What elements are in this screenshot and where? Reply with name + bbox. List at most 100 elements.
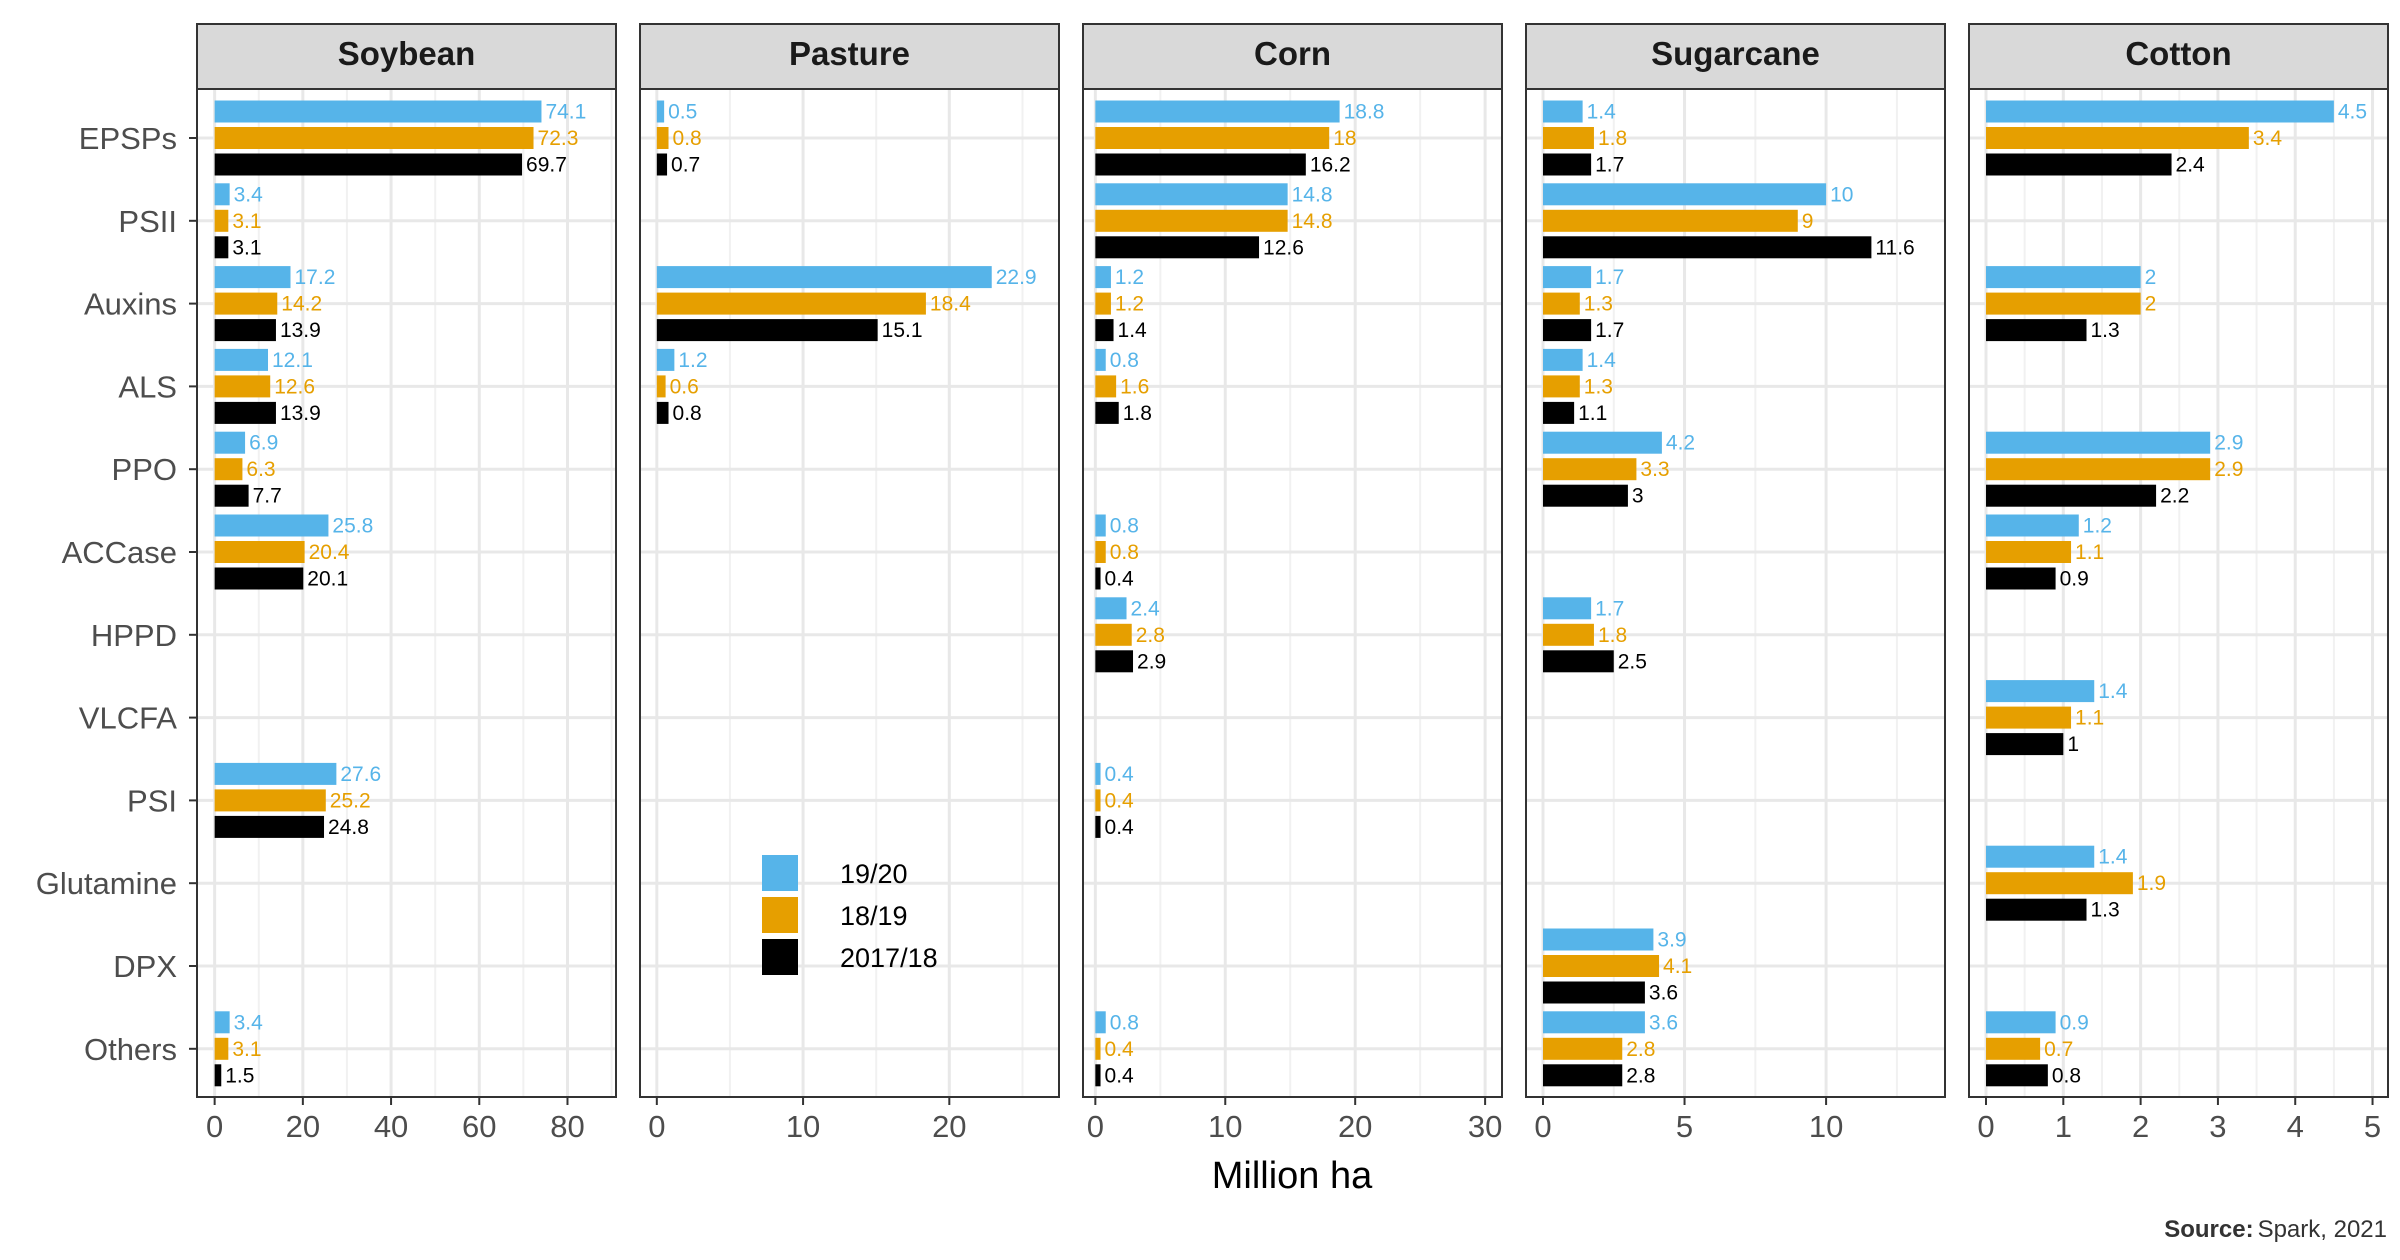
data-label: 1.8 (1598, 624, 1627, 647)
data-label: 25.8 (332, 515, 373, 538)
data-label: 3.3 (1640, 458, 1669, 481)
bar-auxins-19-20 (1542, 266, 1592, 289)
bar-ppo-18-19 (1542, 458, 1637, 481)
legend-label: 18/19 (840, 901, 908, 931)
bar-hppd-19-20 (1095, 597, 1127, 620)
data-label: 0.5 (668, 101, 697, 124)
x-axis: 0 20 40 60 80 (206, 1097, 585, 1144)
data-label: 1.5 (225, 1064, 254, 1087)
data-label: 1.3 (2091, 319, 2120, 342)
panel-title: Pasture (789, 35, 910, 72)
bar-als-2017-18 (656, 401, 669, 424)
panel-title: Soybean (338, 35, 476, 72)
data-label: 3.9 (1657, 929, 1686, 952)
bars: 0.5 22.9 1.2 0.8 18.4 0.6 0.7 15.1 0.8 (656, 100, 1037, 425)
bar-psii-18-19 (1095, 209, 1288, 232)
x-tick-label: 0 (206, 1109, 223, 1144)
data-label: 25.2 (330, 789, 371, 812)
bar-als-19-20 (656, 348, 675, 371)
category-label: PSI (127, 783, 177, 818)
bar-auxins-18-19 (214, 292, 278, 315)
data-label: 0.4 (1105, 789, 1135, 812)
data-label: 1.2 (1115, 293, 1144, 316)
data-label: 14.8 (1292, 183, 1333, 206)
bar-auxins-18-19 (1986, 292, 2141, 315)
data-label: 4.5 (2338, 101, 2367, 124)
data-label: 1.3 (1584, 293, 1613, 316)
bar-als-2017-18 (1542, 401, 1575, 424)
bar-epsps-2017-18 (656, 153, 668, 176)
x-tick-label: 40 (374, 1109, 408, 1144)
bar-psii-18-19 (1542, 209, 1798, 232)
data-label: 4.2 (1666, 432, 1695, 455)
bar-others-18-19 (214, 1037, 229, 1060)
bar-others-2017-18 (214, 1064, 222, 1087)
x-tick-label: 1 (2055, 1109, 2072, 1144)
data-label: 2.9 (2214, 458, 2243, 481)
data-label: 2.4 (2176, 154, 2206, 177)
panel-border (1968, 88, 2389, 1098)
bar-ppo-2017-18 (1986, 484, 2157, 507)
data-label: 18 (1333, 127, 1356, 150)
data-label: 10 (1830, 183, 1853, 206)
panel-strip (1968, 23, 2389, 90)
bar-vlcfa-18-19 (1986, 706, 2072, 729)
data-label: 1.3 (2091, 899, 2120, 922)
bars: 1.4 10 1.7 1.4 4.2 1.7 3.9 3.6 1.8 9 1.3 1.3 3.3 1.8 4… (1542, 100, 1915, 1087)
x-tick-label: 0 (1087, 1109, 1104, 1144)
bar-others-2017-18 (1986, 1064, 2048, 1087)
bar-accase-2017-18 (1095, 567, 1101, 590)
bar-hppd-2017-18 (1095, 650, 1134, 673)
panel-corn: Corn18.814.81.20.80.82.40.40.81814.81.21… (1082, 23, 1503, 1144)
data-label: 1.8 (1598, 127, 1627, 150)
category-label: Others (84, 1032, 177, 1067)
plot-background (640, 89, 1059, 1097)
data-label: 1.4 (1587, 349, 1617, 372)
bar-psi-19-20 (1095, 762, 1101, 785)
bar-epsps-18-19 (1542, 127, 1594, 149)
bar-epsps-19-20 (1986, 100, 2334, 123)
x-tick-label: 0 (1977, 1109, 1994, 1144)
legend: 19/20 18/19 2017/18 (762, 855, 938, 975)
bar-als-18-19 (1095, 375, 1117, 398)
data-label: 2.8 (1626, 1064, 1655, 1087)
data-label: 2.9 (2214, 432, 2243, 455)
data-label: 4.1 (1663, 955, 1692, 978)
data-label: 0.6 (670, 375, 699, 398)
data-label: 15.1 (882, 319, 923, 342)
data-label: 14.8 (1292, 210, 1333, 233)
data-label: 1.6 (1120, 375, 1149, 398)
bar-auxins-19-20 (214, 266, 291, 289)
bar-accase-18-19 (1095, 541, 1106, 563)
data-label: 3.1 (232, 210, 261, 233)
panel-title: Cotton (2125, 35, 2231, 72)
bar-accase-18-19 (1986, 541, 2072, 563)
category-label: PSII (118, 204, 177, 239)
bar-glutamine-2017-18 (1986, 898, 2087, 921)
data-label: 3.4 (234, 183, 264, 206)
bar-psii-19-20 (1095, 183, 1288, 206)
x-axis-title: Million ha (1212, 1155, 1373, 1197)
data-label: 1.7 (1595, 154, 1624, 177)
bar-psi-2017-18 (1095, 815, 1101, 838)
data-label: 0.4 (1105, 1064, 1135, 1087)
data-label: 1.9 (2137, 872, 2166, 895)
legend-key (762, 855, 798, 891)
x-tick-label: 0 (1534, 1109, 1551, 1144)
bar-others-18-19 (1986, 1037, 2041, 1060)
data-label: 72.3 (538, 127, 579, 150)
bar-dpx-18-19 (1542, 955, 1660, 977)
x-axis: 0 10 20 30 (1087, 1097, 1502, 1144)
data-label: 0.8 (2052, 1064, 2081, 1087)
bar-als-18-19 (1542, 375, 1580, 398)
bar-epsps-2017-18 (1986, 153, 2172, 176)
data-label: 0.8 (673, 402, 702, 425)
panel-title: Corn (1254, 35, 1331, 72)
bar-psii-2017-18 (1095, 236, 1260, 259)
data-label: 1.7 (1595, 319, 1624, 342)
category-label: Glutamine (36, 866, 177, 901)
bar-glutamine-19-20 (1986, 845, 2095, 868)
bar-others-19-20 (1095, 1011, 1106, 1034)
data-label: 1.1 (2075, 541, 2104, 564)
x-tick-label: 10 (1208, 1109, 1242, 1144)
